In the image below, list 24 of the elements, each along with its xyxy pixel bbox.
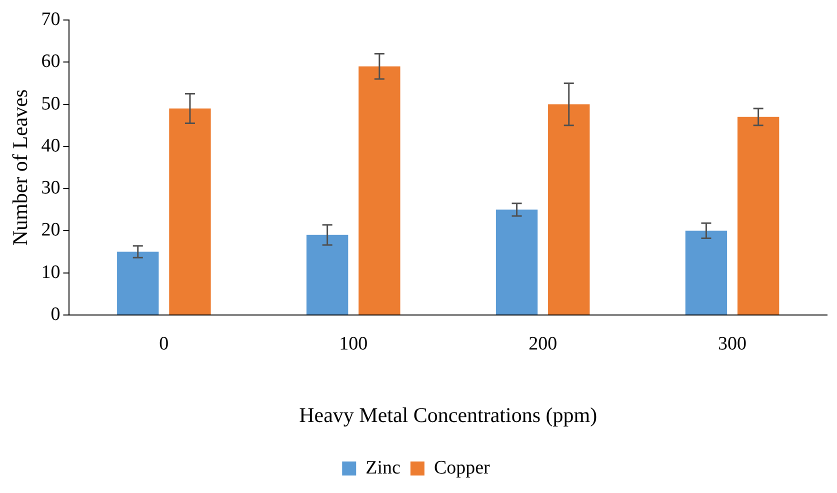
legend-label: Zinc [366,457,400,478]
x-tick-label: 100 [339,333,368,354]
y-tick-label: 30 [41,178,60,199]
bar [496,210,538,314]
bar [117,252,159,314]
bar [548,104,590,314]
bar [306,234,348,314]
x-tick-label: 300 [718,333,747,354]
bar [737,116,780,314]
x-tick-label: 200 [528,333,558,354]
y-tick-label: 10 [41,262,60,283]
bar [169,108,211,314]
y-tick-label: 70 [41,8,60,30]
x-tick-label: 0 [159,333,169,354]
y-tick-label: 60 [41,51,60,72]
bar [685,230,728,314]
y-tick-label: 40 [41,135,60,156]
y-tick-label: 50 [41,93,60,114]
legend-label: Copper [434,457,491,478]
y-axis-title: Number of Leaves [8,89,32,246]
y-tick-label: 20 [41,220,60,241]
y-tick-label: 0 [50,304,60,325]
x-axis-title: Heavy Metal Concentrations (ppm) [299,402,598,427]
bar [358,66,400,314]
